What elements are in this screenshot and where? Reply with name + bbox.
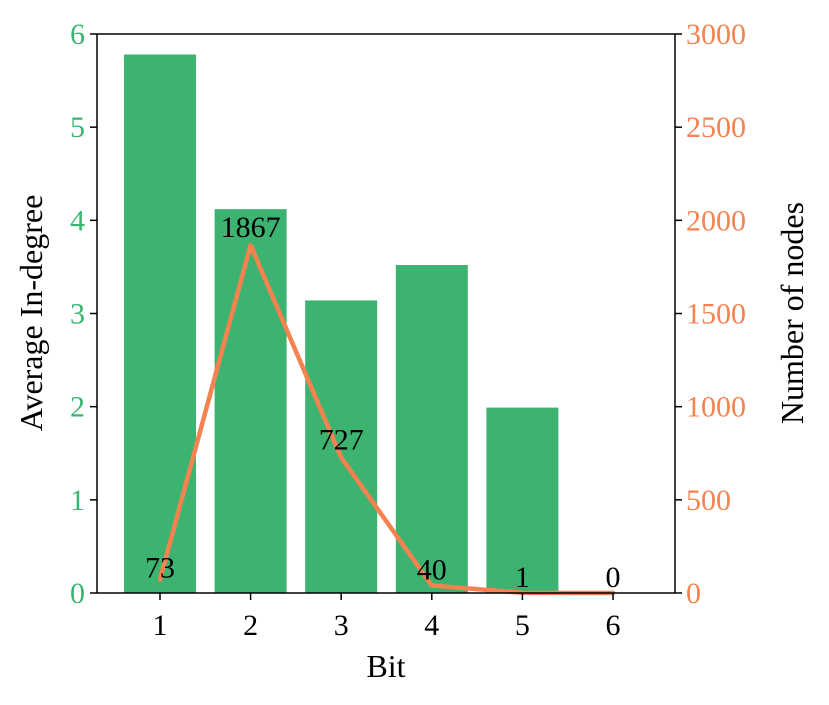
x-axis-title: Bit xyxy=(366,648,405,684)
right-tick-label: 500 xyxy=(686,484,731,517)
left-tick-label: 2 xyxy=(70,391,85,424)
left-tick-label: 5 xyxy=(70,111,85,144)
right-tick-label: 3000 xyxy=(686,18,746,51)
left-axis-title: Average In-degree xyxy=(13,195,49,432)
data-label-bit-6: 0 xyxy=(606,561,621,594)
left-tick-label: 4 xyxy=(70,204,85,237)
bar-bit-3 xyxy=(305,300,378,593)
axes-layer: 0 1 2 3 4 5 6 0 500 1000 1500 2000 2500 3000 1 2 3 4 5 6 xyxy=(70,18,746,642)
data-labels-layer: 73 1867 727 40 1 0 xyxy=(145,211,621,594)
right-tick-label: 0 xyxy=(686,577,701,610)
right-tick-label: 2000 xyxy=(686,204,746,237)
right-tick-label: 1500 xyxy=(686,298,746,331)
x-tick-label: 4 xyxy=(424,609,439,642)
bar-bit-4 xyxy=(395,265,468,593)
right-tick-label: 2500 xyxy=(686,111,746,144)
right-tick-label: 1000 xyxy=(686,391,746,424)
left-tick-label: 1 xyxy=(70,484,85,517)
data-label-bit-4: 40 xyxy=(417,554,447,587)
data-label-bit-3: 727 xyxy=(319,424,364,457)
bar-bit-2 xyxy=(214,209,287,594)
x-tick-label: 2 xyxy=(243,609,258,642)
left-tick-label: 0 xyxy=(70,577,85,610)
left-tick-label: 6 xyxy=(70,18,85,51)
bar-bit-5 xyxy=(486,407,559,593)
data-label-bit-2: 1867 xyxy=(221,211,281,244)
right-axis-title: Number of nodes xyxy=(774,202,810,424)
bar-bit-1 xyxy=(124,54,196,594)
data-label-bit-5: 1 xyxy=(515,561,530,594)
bars-layer xyxy=(124,54,559,594)
left-tick-label: 3 xyxy=(70,298,85,331)
x-tick-label: 1 xyxy=(153,609,168,642)
x-tick-label: 5 xyxy=(515,609,530,642)
x-tick-label: 6 xyxy=(606,609,621,642)
x-tick-label: 3 xyxy=(334,609,349,642)
data-label-bit-1: 73 xyxy=(145,551,175,584)
